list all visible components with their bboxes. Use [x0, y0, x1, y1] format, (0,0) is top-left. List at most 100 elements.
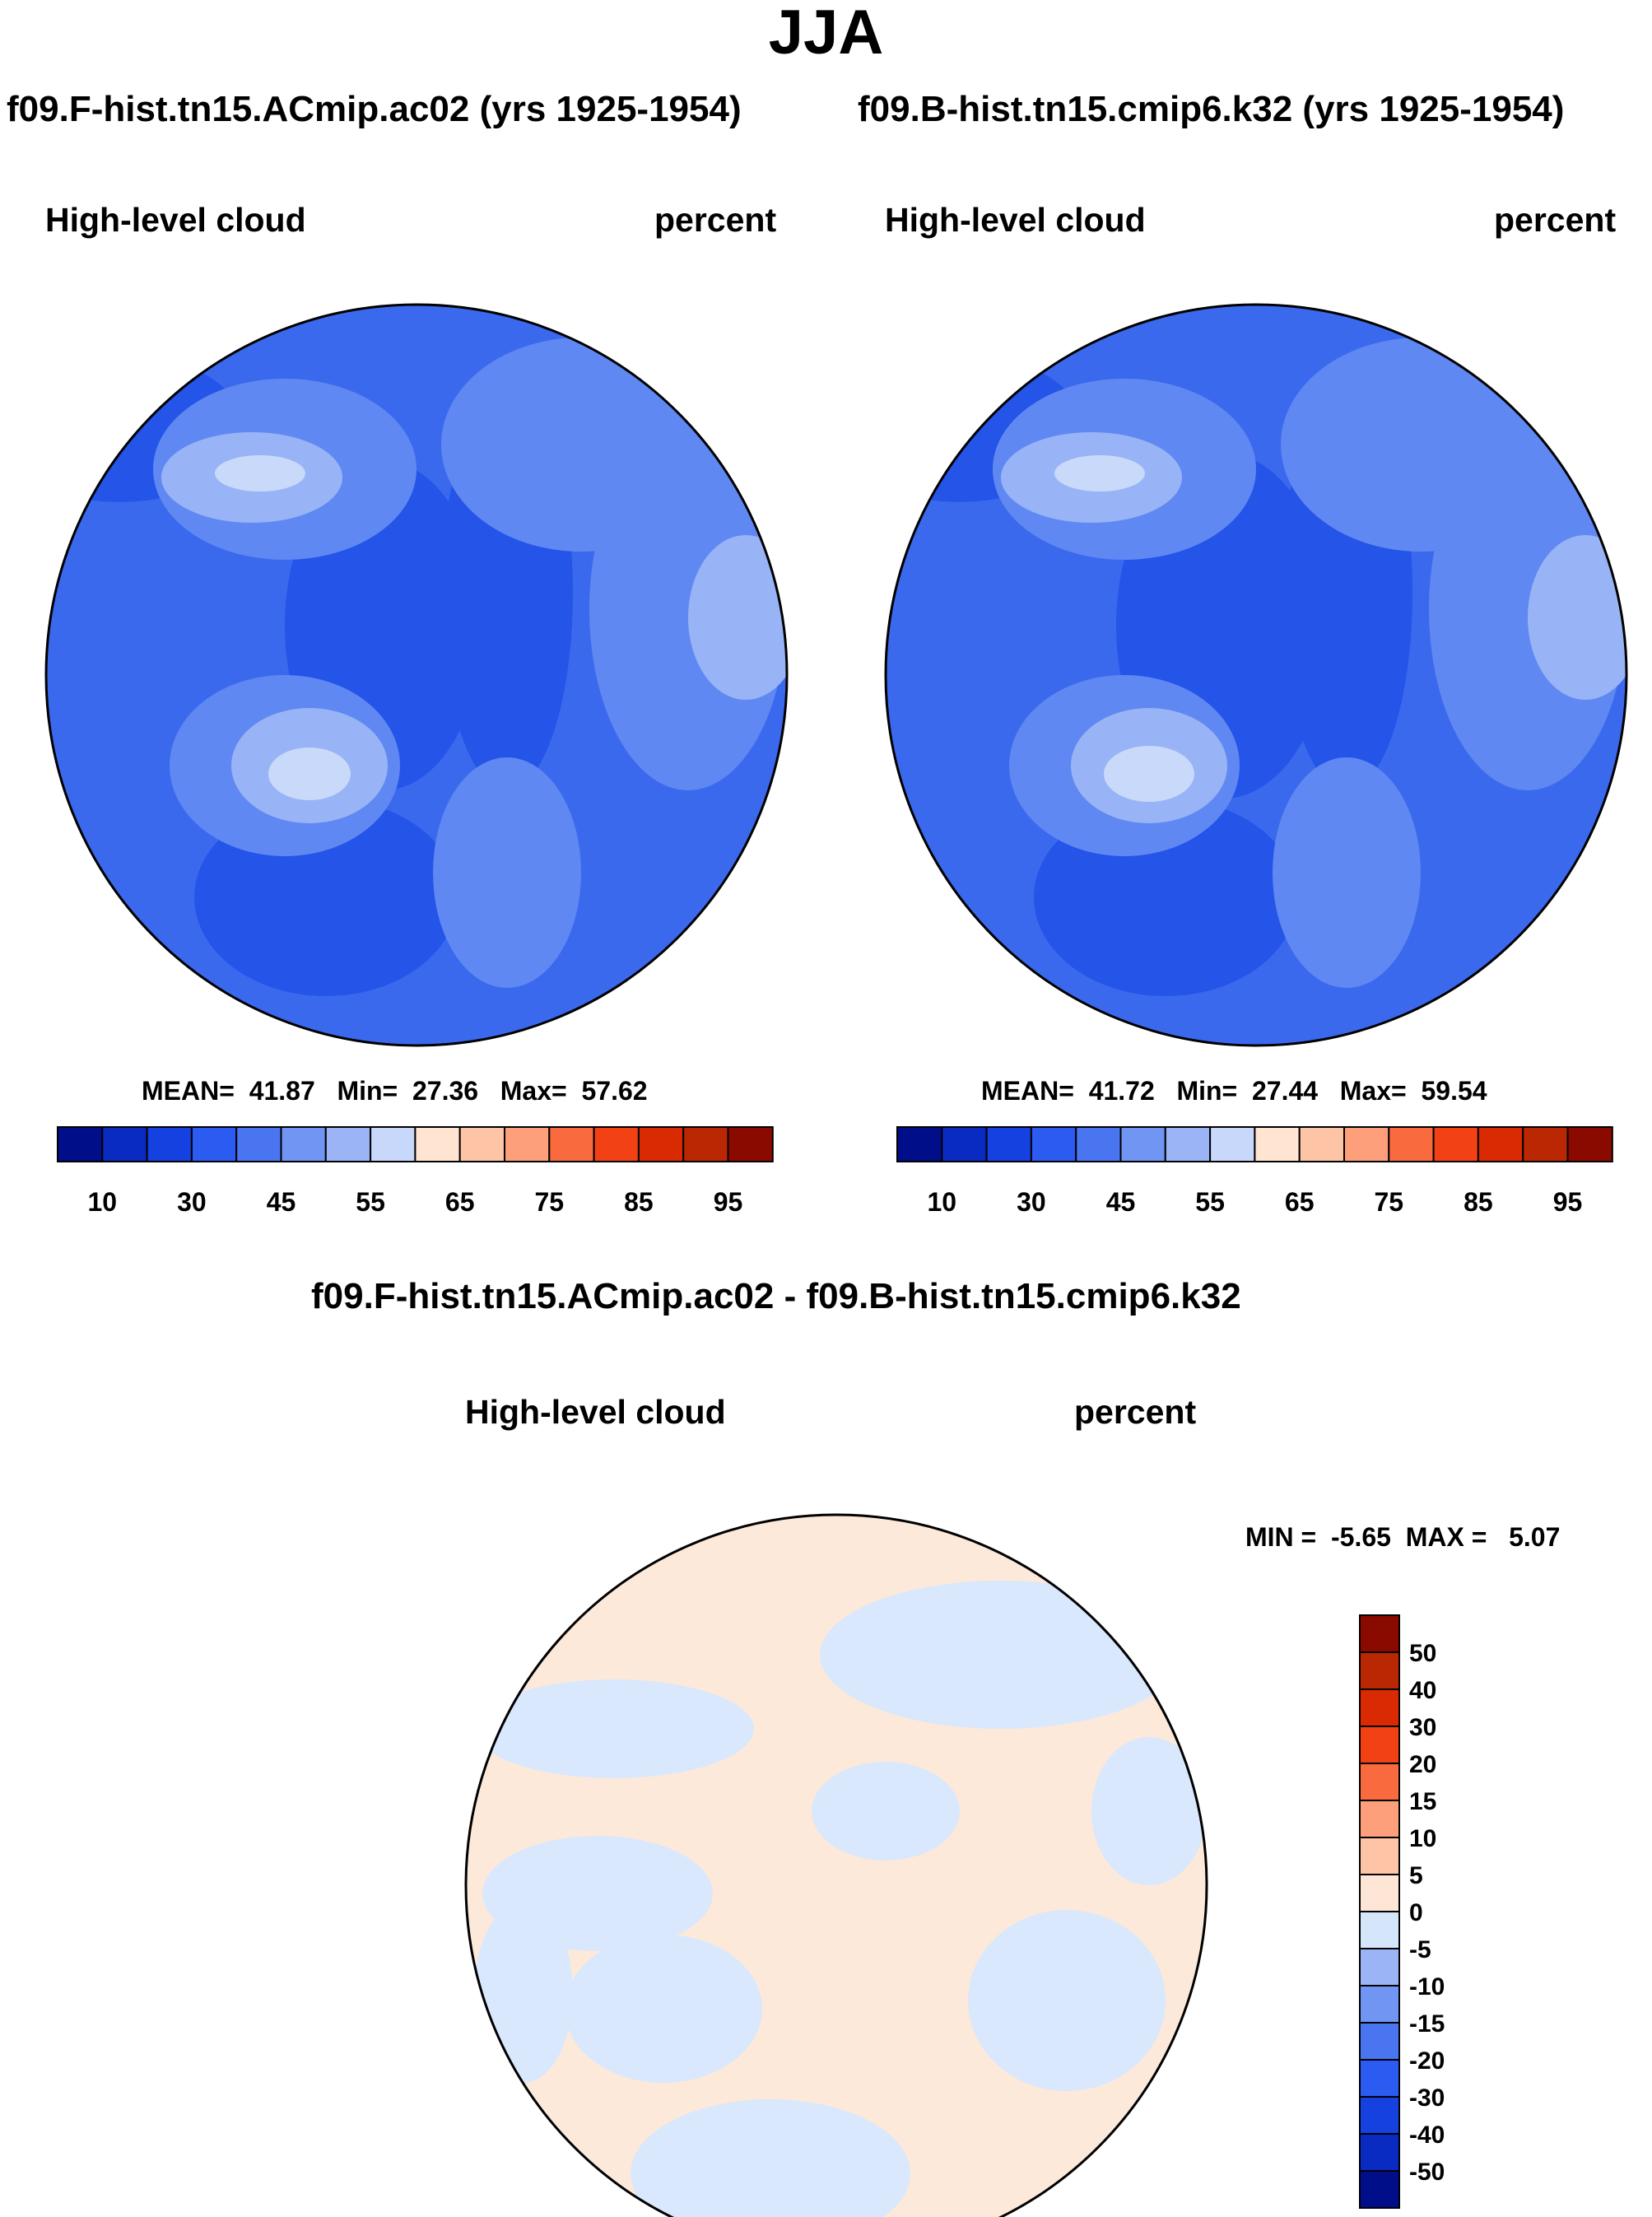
colorbar-swatch	[941, 1126, 988, 1162]
colorbar-swatch	[1359, 2022, 1400, 2061]
colorbar-swatch	[280, 1126, 327, 1162]
panel3-max-label: MAX =	[1405, 1522, 1487, 1552]
colorbar-swatch	[1359, 1688, 1400, 1727]
panel2-stats: MEAN= 41.72 Min= 27.44 Max= 59.54	[981, 1075, 1487, 1106]
colorbar-swatch	[190, 1126, 238, 1162]
colorbar-swatch	[1359, 1763, 1400, 1801]
panel3-fill	[466, 1515, 1207, 2217]
colorbar-swatch	[1359, 1614, 1400, 1653]
colorbar-swatch	[1359, 1726, 1400, 1764]
colorbar-tick-label: 95	[1553, 1187, 1583, 1217]
panel2-mean-label: MEAN=	[981, 1076, 1074, 1106]
colorbar-tick-label: 45	[1106, 1187, 1136, 1217]
colorbar-swatch	[235, 1126, 282, 1162]
colorbar-tick-label: 10	[88, 1187, 118, 1217]
panel2-fill	[886, 305, 1626, 1046]
panel3-units-label: percent	[1074, 1393, 1197, 1431]
colorbar-swatch	[1030, 1126, 1077, 1162]
panel3-min-label: MIN =	[1245, 1522, 1317, 1552]
colorbar-swatch	[1075, 1126, 1122, 1162]
colorbar-tick-label: -5	[1409, 1936, 1431, 1963]
colorbar-tick-label: 95	[714, 1187, 743, 1217]
panel2-variable-label: High-level cloud	[885, 201, 1146, 239]
panel2-map-border	[884, 303, 1628, 1047]
colorbar-swatch	[1254, 1126, 1301, 1162]
colorbar-tick-label: 55	[356, 1187, 385, 1217]
colorbar-swatch	[1359, 1874, 1400, 1912]
panel1-map-border	[44, 303, 789, 1047]
panel2-case-title: f09.B-hist.tn15.cmip6.k32 (yrs 1925-1954…	[858, 89, 1565, 129]
panel3-variable-label: High-level cloud	[465, 1393, 726, 1431]
panel2-colorbar: 10 30 45 55 65 75 85 95	[896, 1126, 1613, 1217]
panel1-fill	[46, 305, 787, 1046]
colorbar-swatch	[727, 1126, 774, 1162]
colorbar-tick-label: 55	[1195, 1187, 1225, 1217]
panel1-units-label: percent	[654, 201, 777, 239]
colorbar-tick-label: 75	[1375, 1187, 1404, 1217]
colorbar-tick-label: 45	[267, 1187, 296, 1217]
colorbar-swatch	[682, 1126, 729, 1162]
colorbar-swatch	[1164, 1126, 1212, 1162]
colorbar-swatch	[1477, 1126, 1524, 1162]
colorbar-swatch	[1359, 2059, 1400, 2098]
colorbar-swatch	[458, 1126, 506, 1162]
colorbar-tick-label: -20	[1409, 2047, 1445, 2075]
panel2-units-label: percent	[1494, 201, 1617, 239]
colorbar-tick-label: 10	[1409, 1825, 1436, 1852]
colorbar-swatch	[1359, 1911, 1400, 1949]
colorbar-swatch	[593, 1126, 640, 1162]
colorbar-tick-label: -50	[1409, 2159, 1445, 2186]
colorbar-swatch	[1209, 1126, 1256, 1162]
colorbar-swatch	[1359, 1948, 1400, 1986]
panel1-mean-value: 41.87	[249, 1076, 315, 1106]
colorbar-swatch	[1566, 1126, 1613, 1162]
panel1-mean-label: MEAN=	[142, 1076, 235, 1106]
colorbar-tick-label: 85	[1464, 1187, 1493, 1217]
colorbar-tick-label: 65	[445, 1187, 475, 1217]
colorbar-swatch	[1359, 1651, 1400, 1690]
panel1-max-label: Max=	[500, 1076, 567, 1106]
panel1-stats: MEAN= 41.87 Min= 27.36 Max= 57.62	[142, 1075, 648, 1106]
colorbar-tick-label: -10	[1409, 1973, 1445, 2000]
panel2-min-label: Min=	[1176, 1076, 1238, 1106]
panel1-case-title: f09.F-hist.tn15.ACmip.ac02 (yrs 1925-195…	[7, 89, 742, 129]
colorbar-tick-label: 15	[1409, 1788, 1436, 1815]
colorbar-swatch	[1343, 1126, 1390, 1162]
colorbar-swatch	[1359, 2133, 1400, 2172]
panel1-max-value: 57.62	[581, 1076, 648, 1106]
colorbar-swatch	[1388, 1126, 1435, 1162]
panel3-map-border	[464, 1513, 1208, 2217]
panel1-min-label: Min=	[337, 1076, 398, 1106]
colorbar-tick-label: 0	[1409, 1899, 1423, 1926]
colorbar-swatch	[1359, 1800, 1400, 1838]
panel3-case-title: f09.F-hist.tn15.ACmip.ac02 - f09.B-hist.…	[311, 1276, 1241, 1316]
colorbar-tick-label: -40	[1409, 2122, 1445, 2149]
colorbar-swatch	[1359, 1837, 1400, 1875]
colorbar-tick-label: -30	[1409, 2084, 1445, 2112]
colorbar-swatch	[370, 1126, 416, 1162]
panel1-variable-label: High-level cloud	[45, 201, 306, 239]
colorbar-swatch	[101, 1126, 148, 1162]
colorbar-swatch	[1432, 1126, 1479, 1162]
colorbar-swatch	[985, 1126, 1032, 1162]
panel2-max-label: Max=	[1339, 1076, 1407, 1106]
panel3-max-value: 5.07	[1509, 1522, 1561, 1552]
panel1-min-value: 27.36	[412, 1076, 479, 1106]
panel2-mean-value: 41.72	[1088, 1076, 1155, 1106]
colorbar-swatch	[1298, 1126, 1345, 1162]
colorbar-tick-label: -15	[1409, 2010, 1445, 2038]
panel2-min-value: 27.44	[1252, 1076, 1319, 1106]
colorbar-swatch	[57, 1126, 104, 1162]
colorbar-tick-label: 65	[1285, 1187, 1315, 1217]
colorbar-swatch	[1119, 1126, 1166, 1162]
colorbar-swatch	[548, 1126, 595, 1162]
figure-title: JJA	[768, 0, 884, 68]
colorbar-swatch	[414, 1126, 461, 1162]
colorbar-tick-label: 50	[1409, 1640, 1436, 1667]
panel2-max-value: 59.54	[1421, 1076, 1487, 1106]
colorbar-swatch	[1359, 2170, 1400, 2209]
colorbar-tick-label: 10	[928, 1187, 957, 1217]
colorbar-tick-label: 30	[177, 1187, 207, 1217]
